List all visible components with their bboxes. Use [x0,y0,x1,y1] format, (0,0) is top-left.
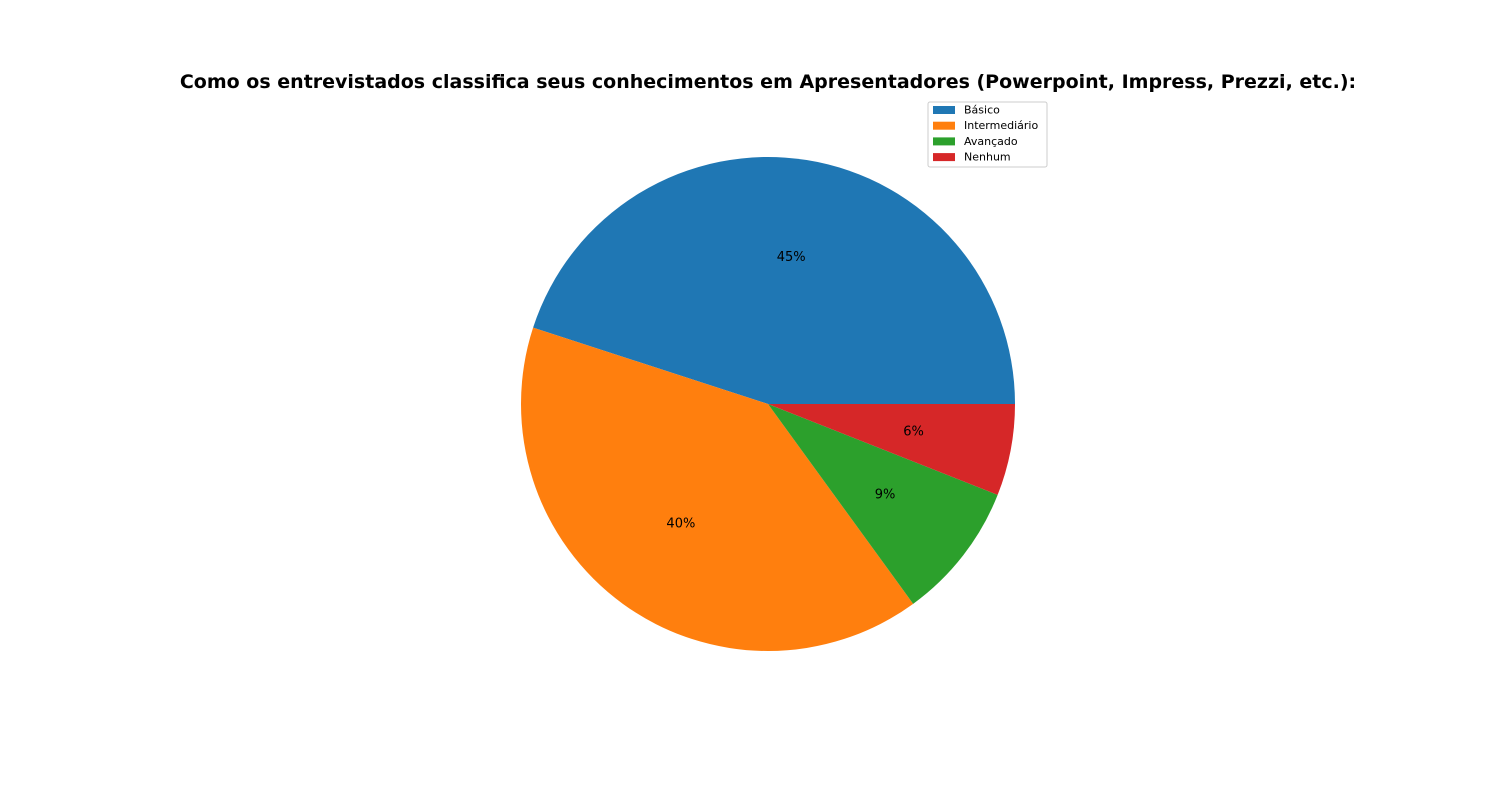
legend-frame [927,101,1048,168]
pie-slices [520,156,1015,652]
legend: Básico Intermediário Avançado Nenhum [927,101,1048,168]
legend-swatch-nenhum [933,153,955,162]
pie-slice-basico [533,156,1015,404]
legend-label-avancado: Avançado [964,135,1018,148]
pct-label-nenhum: 6% [903,424,924,439]
pie-slice-avancado [768,404,998,604]
legend-items: Básico Intermediário Avançado Nenhum [933,104,1038,164]
pie-slice-intermediario [520,327,914,652]
legend-label-basico: Básico [964,104,1000,117]
legend-swatch-basico [933,106,955,114]
legend-label-intermediario: Intermediário [964,119,1038,132]
legend-swatch-intermediario [933,121,955,130]
pct-label-intermediario: 40% [666,516,695,531]
percentage-labels: 45% 40% 9% 6% [666,250,923,531]
legend-swatch-avancado [933,137,955,146]
pie-slice-nenhum [768,404,1015,495]
pct-label-basico: 45% [777,250,806,265]
legend-label-nenhum: Nenhum [964,151,1011,164]
chart-title: Como os entrevistados classifica seus co… [180,71,1356,93]
pct-label-avancado: 9% [875,487,896,502]
